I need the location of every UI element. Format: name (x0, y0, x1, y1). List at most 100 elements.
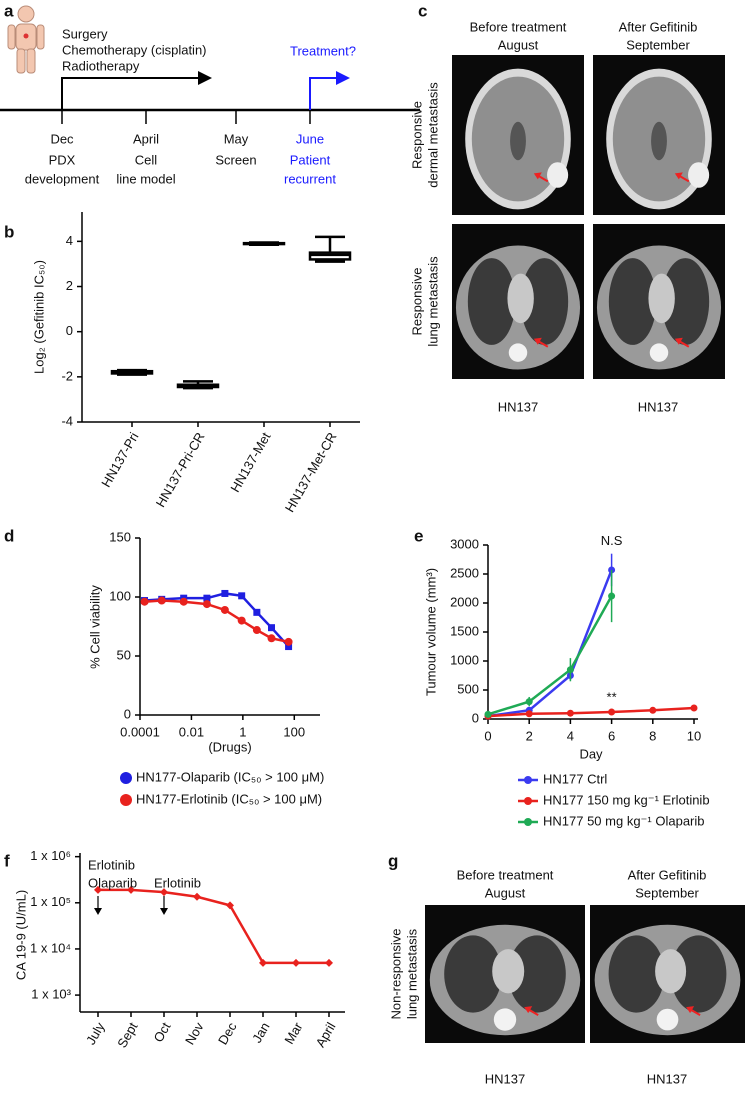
legend-label: HN177-Erlotinib (IC₅₀ > 100 μM) (136, 791, 322, 806)
legend-marker (524, 797, 532, 805)
marker (226, 901, 234, 910)
annotation: Olaparib (88, 875, 137, 890)
x-tick-label: July (83, 1019, 108, 1047)
row-label: Non-responsive (388, 928, 403, 1019)
annotation: Erlotinib (88, 857, 135, 872)
treatment-label: Chemotherapy (cisplatin) (62, 42, 207, 57)
red-arrow-head (524, 1006, 533, 1014)
marker (238, 592, 246, 600)
x-tick-label: HN137-Pri-CR (153, 430, 208, 510)
x-tick-label: 0.0001 (120, 724, 160, 739)
legend-label: HN177 Ctrl (543, 771, 607, 786)
x-tick-label: HN137-Met (227, 429, 273, 494)
x-tick-label: 4 (567, 728, 574, 743)
ct-ventricle (651, 121, 667, 161)
timeline-label: recurrent (284, 171, 336, 186)
legend-marker (120, 794, 132, 806)
x-tick-label: 1 (239, 724, 246, 739)
red-arrow-head (533, 172, 542, 180)
y-axis-label: Tumour volume (mm³) (423, 568, 438, 696)
marker (484, 710, 492, 718)
y-tick-label: 0 (124, 706, 131, 721)
ct-spine (493, 1008, 517, 1031)
marker (649, 706, 657, 714)
image-caption: HN137 (647, 1071, 687, 1086)
panel-letter: a (4, 1, 14, 20)
y-tick-label: -2 (61, 368, 73, 383)
series-line (487, 595, 613, 716)
x-tick-label: Oct (150, 1019, 173, 1044)
ct-lung (670, 935, 727, 1013)
x-tick-label: HN137-Met-CR (282, 430, 340, 515)
marker (268, 624, 276, 632)
row-label: lung metastasis (425, 256, 440, 347)
column-header: September (635, 885, 699, 900)
legend-marker (120, 772, 132, 784)
x-tick-label: Sept (114, 1019, 141, 1050)
red-arrow-head (674, 337, 683, 345)
y-tick-label: 1 x 10³ (31, 987, 71, 1002)
ct-spine (656, 1008, 679, 1031)
marker (608, 592, 616, 600)
x-tick-label: Jan (249, 1020, 272, 1046)
x-tick-label: Mar (281, 1019, 306, 1046)
column-header: After Gefitinib (619, 19, 698, 34)
marker (566, 709, 574, 717)
arrow-head (160, 908, 168, 915)
y-tick-label: 0 (472, 710, 479, 725)
y-tick-label: 150 (109, 529, 131, 544)
ct-sinus (688, 162, 710, 188)
marker (157, 596, 166, 605)
y-tick-label: 4 (66, 233, 73, 248)
timeline-label: line model (116, 171, 175, 186)
ct-heart (648, 273, 675, 324)
treatment-label: Radiotherapy (62, 58, 140, 73)
marker (237, 616, 246, 625)
ct-sinus (547, 162, 569, 188)
y-tick-label: -4 (61, 413, 73, 428)
marker (220, 605, 229, 614)
column-header: August (498, 37, 539, 52)
x-tick-label: 0.01 (179, 724, 204, 739)
marker (94, 885, 102, 894)
panel-letter: c (418, 1, 427, 20)
y-tick-label: 2000 (450, 594, 479, 609)
marker (690, 704, 698, 712)
y-tick-label: 2500 (450, 565, 479, 580)
series-line (487, 569, 613, 718)
ct-lung (608, 935, 665, 1013)
arrow-head (94, 908, 102, 915)
y-tick-label: 1 x 10⁵ (30, 894, 71, 909)
ct-lung (608, 258, 657, 345)
image-caption: HN137 (498, 399, 538, 414)
ct-lung (467, 258, 516, 345)
x-tick-label: 0 (484, 728, 491, 743)
y-tick-label: 100 (109, 588, 131, 603)
marker (252, 626, 261, 635)
marker (160, 888, 168, 897)
panel-letter: f (4, 851, 10, 870)
y-tick-label: 50 (117, 647, 131, 662)
arrow-head (198, 71, 212, 85)
marker (292, 958, 300, 967)
marker (525, 710, 533, 718)
timeline-label: development (25, 171, 100, 186)
marker (253, 608, 261, 616)
y-axis-label: % Cell viability (87, 585, 102, 669)
column-header: Before treatment (470, 19, 567, 34)
y-tick-label: 3000 (450, 536, 479, 551)
legend-marker (524, 776, 532, 784)
panel-letter: g (388, 851, 398, 870)
marker (202, 600, 211, 609)
legend-label: HN177-Olaparib (IC₅₀ > 100 μM) (136, 769, 324, 784)
ct-lung (508, 935, 566, 1013)
y-tick-label: 0 (66, 323, 73, 338)
ct-lung (520, 258, 569, 345)
annotation: N.S (601, 533, 623, 548)
y-tick-label: 2 (66, 278, 73, 293)
legend-marker (524, 818, 532, 826)
marker (193, 892, 201, 901)
y-tick-label: 1500 (450, 623, 479, 638)
x-tick-label: Dec (215, 1019, 240, 1047)
arrow-head (336, 71, 350, 85)
